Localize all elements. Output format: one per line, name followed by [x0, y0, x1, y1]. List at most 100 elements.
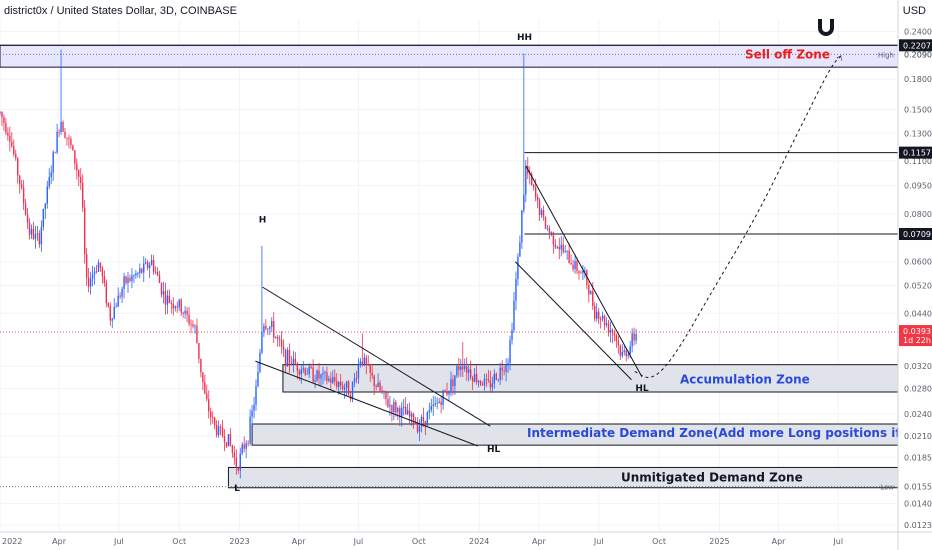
trendline[interactable] — [525, 165, 643, 378]
candle-body — [588, 284, 590, 295]
candle-body — [334, 377, 336, 382]
candle-body — [168, 295, 171, 303]
candle-body — [511, 330, 513, 341]
candle-body — [202, 372, 204, 383]
candle-body — [233, 452, 236, 458]
candle-body — [408, 410, 411, 417]
trendline[interactable] — [514, 261, 632, 381]
candle-body — [613, 333, 616, 335]
candle-body — [599, 318, 602, 320]
candle-body — [113, 306, 115, 319]
candle-body — [467, 369, 470, 373]
candle-body — [213, 417, 216, 425]
candle-body — [483, 378, 486, 386]
candle-body — [231, 445, 234, 453]
current-price-value: 0.0393 — [903, 327, 931, 336]
candle-body — [373, 375, 375, 387]
candle-body — [469, 369, 472, 378]
price-axis[interactable]: 0.2400 0.2090 0.1800 0.1500 0.1300 0.1100 0.09… — [897, 0, 932, 550]
candle-body — [74, 150, 76, 164]
candle-body — [188, 314, 190, 324]
level-tag-label: 0.0709 — [903, 230, 931, 239]
candle-body — [603, 315, 606, 325]
candle-body — [497, 379, 499, 381]
candle-body — [550, 232, 553, 234]
price-tick-label: 0.1300 — [904, 129, 932, 138]
candle-body — [371, 372, 373, 376]
candle-body — [211, 417, 214, 418]
candle-body — [406, 410, 409, 415]
candle-body — [127, 277, 129, 284]
candle-body — [20, 184, 23, 188]
candle-body — [141, 268, 143, 273]
candle-body — [200, 358, 202, 373]
level-value: 0.2090 — [904, 50, 932, 59]
candle-body — [310, 366, 312, 368]
candle-body — [182, 312, 184, 314]
trendline[interactable] — [255, 360, 479, 447]
candle-body — [324, 372, 326, 374]
candle-body — [560, 244, 562, 250]
candle-body — [111, 318, 113, 321]
magnet-icon[interactable] — [818, 19, 834, 36]
time-tick-label: Apr — [292, 537, 307, 546]
candle-body — [249, 416, 251, 444]
candle-body — [152, 259, 155, 272]
candle-body — [56, 131, 58, 153]
candle-body — [243, 444, 245, 449]
candle-body — [308, 366, 310, 374]
candle-body — [121, 288, 123, 297]
candle-body — [592, 291, 594, 306]
candle-body — [133, 275, 135, 277]
time-tick-label: Oct — [652, 537, 666, 546]
candle-body — [162, 291, 165, 295]
candle-body — [375, 386, 377, 388]
candle-body — [131, 275, 133, 281]
candle-body — [359, 361, 362, 366]
trendlines[interactable] — [255, 165, 643, 447]
zones — [0, 44, 899, 489]
candle-body — [328, 378, 330, 381]
candle-body — [278, 338, 281, 340]
time-axis[interactable]: 2022 Apr Jul Oct 2023 Apr Jul Oct 2024 Apr Jul Oct 2… — [0, 531, 932, 546]
candle-body — [617, 341, 620, 346]
candle-body — [64, 131, 66, 138]
candle-body — [15, 154, 17, 159]
candle-body — [97, 262, 100, 272]
candle-body — [499, 367, 501, 380]
level-tag — [899, 228, 932, 241]
candle-body — [68, 137, 70, 139]
price-tick-label: 0.0123 — [904, 521, 932, 530]
candle-body — [339, 381, 342, 386]
time-tick-label: 2023 — [229, 537, 249, 546]
intermediate-zone-label: Intermediate Demand Zone(Add more Long p… — [527, 426, 932, 440]
candle-body — [619, 345, 622, 356]
currency-label[interactable]: USD — [902, 5, 926, 17]
candle-body — [564, 251, 566, 253]
candle-body — [609, 329, 612, 333]
swing-label-hh: HH — [517, 33, 532, 43]
candle-body — [454, 375, 456, 387]
candle-body — [377, 382, 379, 388]
swing-label-h: H — [259, 215, 267, 225]
candle-body — [146, 262, 149, 269]
candle-body — [314, 380, 316, 382]
candle-body — [351, 382, 354, 399]
candle-body — [574, 260, 576, 270]
candle-body — [143, 263, 145, 273]
price-tick-label: 0.2090 — [904, 50, 932, 59]
trendline[interactable] — [262, 286, 491, 427]
candle-body — [361, 361, 364, 365]
candle-body — [208, 399, 210, 412]
horizontal-levels: High Low — [0, 44, 898, 492]
candle-body — [275, 336, 277, 338]
candle-body — [316, 370, 318, 381]
candle-body — [363, 357, 366, 365]
candle-body — [30, 228, 33, 235]
candle-body — [509, 340, 511, 363]
candle-body — [296, 363, 299, 371]
candle-body — [395, 401, 397, 413]
candle-body — [428, 410, 431, 413]
candle-body — [251, 410, 253, 417]
